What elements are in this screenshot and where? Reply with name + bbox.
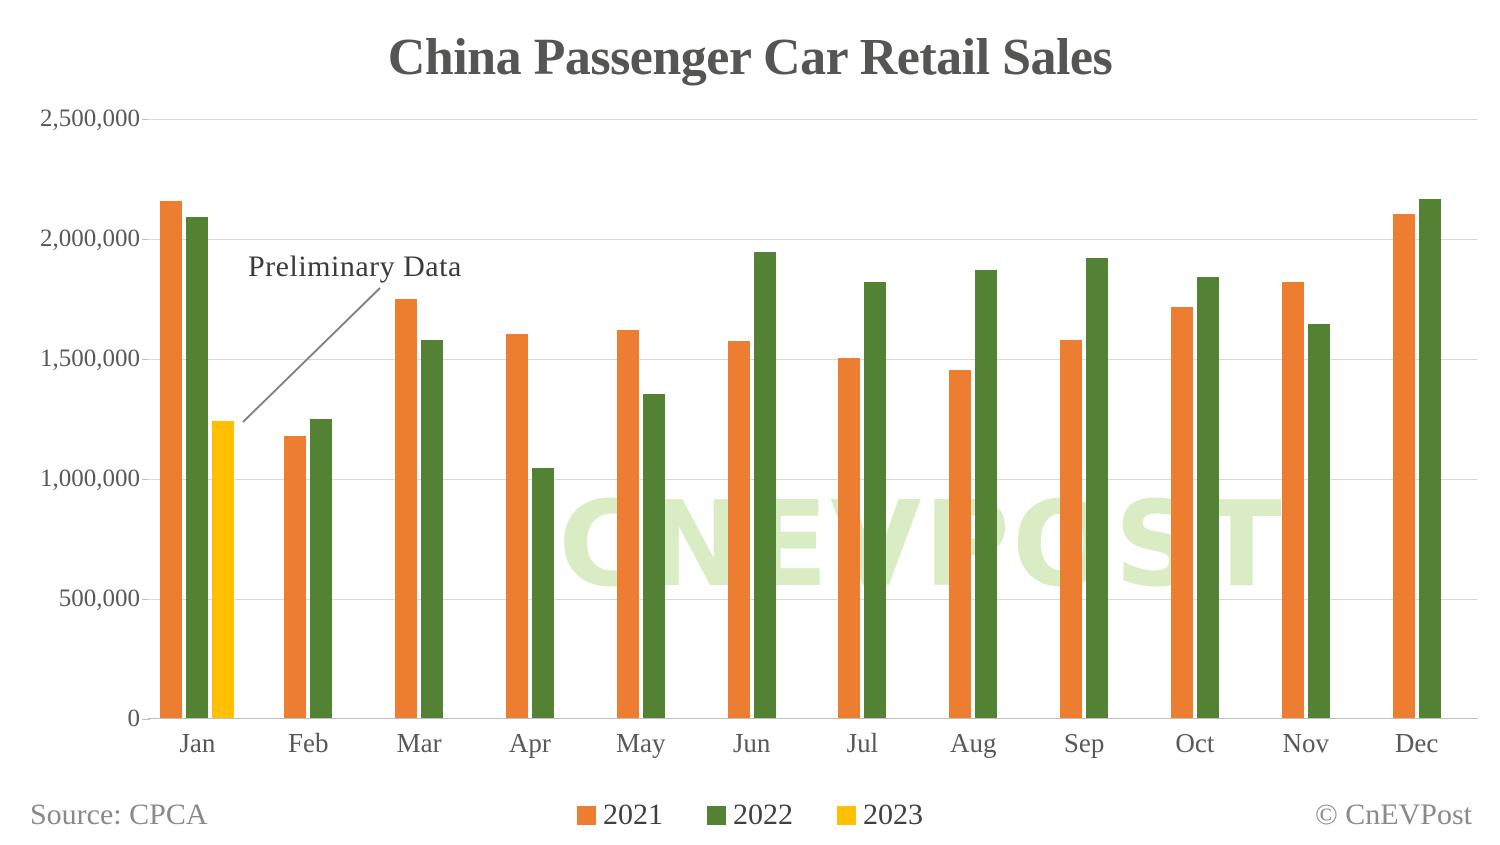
x-axis-tick-label-apr: Apr xyxy=(508,728,551,758)
bar-apr-2022 xyxy=(531,468,554,719)
bar-aug-2021 xyxy=(949,369,972,719)
bar-jan-2022 xyxy=(186,217,209,719)
bar-mar-2022 xyxy=(421,339,444,719)
bar-apr-2021 xyxy=(505,333,528,719)
bar-group xyxy=(481,119,592,719)
x-axis-tick-label-feb: Feb xyxy=(288,728,329,758)
bar-group xyxy=(148,119,259,719)
bar-nov-2021 xyxy=(1281,282,1304,719)
y-axis-tick-mark xyxy=(142,359,150,360)
bar-group xyxy=(813,119,924,719)
bar-group xyxy=(591,119,702,719)
bar-mar-2021 xyxy=(395,299,418,719)
y-axis-tick-label: 0 xyxy=(127,705,141,732)
x-axis-tick-label-mar: Mar xyxy=(396,728,442,758)
legend-item-2021[interactable]: 2021 xyxy=(577,798,663,832)
legend-item-2022[interactable]: 2022 xyxy=(707,798,793,832)
bar-oct-2021 xyxy=(1170,307,1193,719)
y-axis-tick-label: 1,500,000 xyxy=(40,345,140,372)
chart-title: China Passenger Car Retail Sales xyxy=(387,29,1113,86)
x-axis-line xyxy=(148,718,1478,719)
y-axis-tick-mark xyxy=(142,119,150,120)
y-axis-tick-label: 2,000,000 xyxy=(40,225,140,252)
y-axis-tick-mark xyxy=(142,479,150,480)
bar-group xyxy=(370,119,481,719)
x-axis-tick-label-sep: Sep xyxy=(1063,728,1105,758)
legend-swatch-2023 xyxy=(837,805,856,825)
bar-group xyxy=(1367,119,1478,719)
preliminary-data-annotation: Preliminary Data xyxy=(248,250,462,283)
plot-area: CNEVPOST xyxy=(148,119,1478,719)
bar-group xyxy=(1256,119,1367,719)
y-axis: 0 500,000 1,000,000 1,500,000 2,000,000 2,500… xyxy=(0,105,150,732)
bar-nov-2022 xyxy=(1307,324,1330,719)
gridline xyxy=(148,239,1478,240)
bar-feb-2022 xyxy=(310,419,333,719)
gridline xyxy=(148,359,1478,360)
bar-may-2022 xyxy=(642,393,665,719)
x-axis-tick-label-jan: Jan xyxy=(179,728,216,758)
gridline xyxy=(148,119,1478,120)
legend-swatch-2021 xyxy=(577,805,596,825)
gridline xyxy=(148,479,1478,480)
x-axis-tick-label-jul: Jul xyxy=(846,728,879,758)
y-axis-tick-label: 1,000,000 xyxy=(40,465,140,492)
bar-oct-2022 xyxy=(1196,277,1219,719)
y-axis-tick-label: 2,500,000 xyxy=(40,105,140,132)
chart-legend: 2021 2022 2023 xyxy=(0,798,1500,832)
legend-label-2021: 2021 xyxy=(603,798,663,831)
x-axis-tick-label-dec: Dec xyxy=(1394,728,1439,758)
x-axis: Jan Feb Mar Apr May Jun Jul Aug Sep Oct Nov Dec xyxy=(148,728,1478,772)
bar-sep-2022 xyxy=(1086,258,1109,719)
bar-feb-2021 xyxy=(284,435,307,719)
bar-jun-2022 xyxy=(753,252,776,719)
legend-item-2023[interactable]: 2023 xyxy=(837,798,923,832)
source-note: Source: CPCA xyxy=(30,798,208,831)
bar-may-2021 xyxy=(616,330,639,719)
x-axis-tick-label-oct: Oct xyxy=(1175,728,1215,758)
y-axis-tick-mark xyxy=(142,599,150,600)
bar-group xyxy=(924,119,1035,719)
bar-jan-2021 xyxy=(160,200,183,719)
bar-dec-2021 xyxy=(1392,213,1415,719)
y-axis-tick-label: 500,000 xyxy=(58,585,140,612)
bar-aug-2022 xyxy=(975,270,998,719)
x-axis-tick-label-jun: Jun xyxy=(732,728,771,758)
bar-jun-2021 xyxy=(727,341,750,719)
y-axis-tick-mark xyxy=(142,719,150,720)
bar-group xyxy=(1035,119,1146,719)
gridline xyxy=(148,599,1478,600)
bar-sep-2021 xyxy=(1060,339,1083,719)
x-axis-tick-label-aug: Aug xyxy=(950,728,997,758)
x-axis-tick-label-may: May xyxy=(616,728,666,758)
bar-jul-2021 xyxy=(838,357,861,719)
copyright-note: © CnEVPost xyxy=(1315,798,1472,831)
bar-jul-2022 xyxy=(864,282,887,719)
legend-label-2023: 2023 xyxy=(863,798,923,831)
bar-group xyxy=(259,119,370,719)
x-axis-tick-label-nov: Nov xyxy=(1282,728,1330,758)
y-axis-tick-mark xyxy=(142,239,150,240)
bar-jan-2023 xyxy=(212,421,235,719)
bar-dec-2022 xyxy=(1418,199,1441,719)
legend-label-2022: 2022 xyxy=(733,798,793,831)
bar-group xyxy=(702,119,813,719)
bar-group xyxy=(1146,119,1257,719)
legend-swatch-2022 xyxy=(707,805,726,825)
